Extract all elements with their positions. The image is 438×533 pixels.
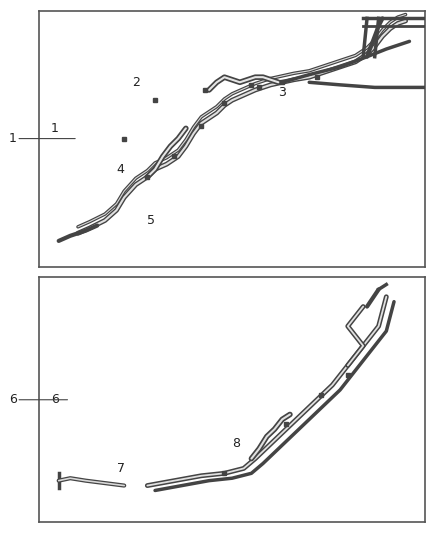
- Text: 8: 8: [232, 438, 240, 450]
- Text: 1: 1: [9, 132, 17, 145]
- Text: 3: 3: [279, 86, 286, 99]
- Text: 7: 7: [117, 462, 124, 475]
- Text: 4: 4: [117, 163, 124, 176]
- Text: 2: 2: [132, 76, 140, 89]
- Text: 6: 6: [51, 393, 59, 406]
- Text: 6: 6: [9, 393, 17, 406]
- Text: 5: 5: [147, 214, 155, 227]
- Text: 1: 1: [51, 122, 59, 135]
